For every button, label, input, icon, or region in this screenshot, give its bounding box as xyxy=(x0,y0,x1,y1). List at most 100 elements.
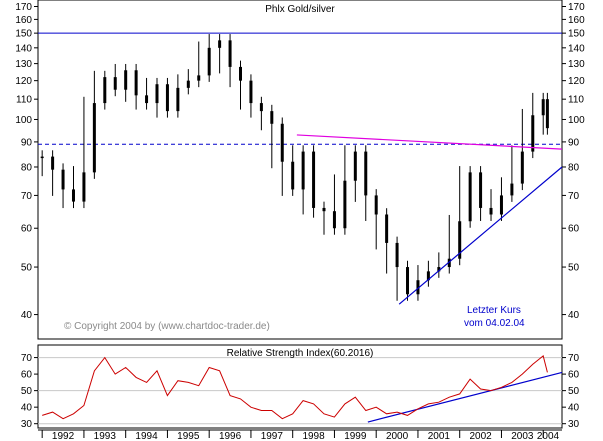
price-y-tick-label-right: 170 xyxy=(568,2,585,13)
rsi-y-tick-label-left: 50 xyxy=(21,386,33,397)
price-y-tick-label-right: 100 xyxy=(568,115,585,126)
x-axis-tick-label: 1996 xyxy=(219,431,242,441)
price-bar-body xyxy=(541,99,545,116)
last-price-label: Letzter Kurs xyxy=(467,305,521,316)
price-bar-body xyxy=(165,84,169,112)
price-y-tick-label-left: 170 xyxy=(15,2,32,13)
price-y-tick-label-left: 70 xyxy=(21,191,33,202)
price-y-tick-label-left: 140 xyxy=(15,43,32,54)
rsi-line xyxy=(42,355,548,420)
rsi-y-tick-label-right: 30 xyxy=(568,419,580,430)
price-bar-body xyxy=(499,195,503,215)
price-bar-body xyxy=(228,40,232,67)
price-y-tick-label-left: 160 xyxy=(15,15,32,26)
price-bar-body xyxy=(103,77,107,104)
rsi-y-tick-label-right: 60 xyxy=(568,370,580,381)
x-axis-tick-label: 2003 xyxy=(511,431,534,441)
x-axis: 1992 1993 1994 1995 1996 1997 1998 1999 2000 2001… xyxy=(38,429,562,441)
price-y-tick-label-right: 40 xyxy=(568,310,580,321)
copyright-notice: © Copyright 2004 by (www.chartdoc-trader… xyxy=(64,321,270,332)
price-bar-body xyxy=(40,156,44,159)
price-bar-body xyxy=(197,75,201,81)
price-bar-body xyxy=(520,151,524,184)
price-bar-body xyxy=(312,151,316,208)
price-bar-body xyxy=(385,214,389,243)
price-bar-body xyxy=(322,207,326,212)
descending-trendline xyxy=(296,134,563,150)
price-bar-body xyxy=(124,70,128,90)
x-axis-tick-label: 1998 xyxy=(302,431,325,441)
price-bar-body xyxy=(468,172,472,222)
price-bar-body xyxy=(155,84,159,104)
price-y-tick-label-left: 130 xyxy=(15,59,32,70)
price-bar-body xyxy=(218,40,222,48)
price-y-tick-label-left: 40 xyxy=(21,310,33,321)
price-bar-body xyxy=(406,267,410,295)
price-bar-body xyxy=(113,77,117,90)
rsi-panel: 30 30 40 40 50 50 60 60 70 70 xyxy=(21,353,580,430)
x-axis-tick-label: 1993 xyxy=(94,431,117,441)
price-y-tick-label-right: 110 xyxy=(568,95,584,106)
price-bar-body xyxy=(134,70,138,96)
price-y-tick-label-right: 80 xyxy=(568,162,580,173)
price-y-tick-label-left: 120 xyxy=(15,76,32,87)
price-bar-body xyxy=(145,95,149,104)
price-y-tick-label-right: 130 xyxy=(568,59,585,70)
price-bar-body xyxy=(395,242,399,268)
price-y-tick-label-right: 160 xyxy=(568,15,585,26)
price-bar-body xyxy=(207,47,211,76)
price-bar-body xyxy=(280,123,284,162)
price-bar-body xyxy=(71,189,75,202)
x-axis-tick-label: 2004 xyxy=(537,431,560,441)
price-bar-body xyxy=(545,99,549,129)
x-axis-tick-label: 2000 xyxy=(386,431,409,441)
price-panel: 40 40 50 50 60 60 70 70 80 80 90 90 100 100 110 110 120 1… xyxy=(15,2,585,321)
rsi-y-tick-label-left: 40 xyxy=(21,403,33,414)
price-bar-body xyxy=(458,221,462,259)
price-y-tick-label-left: 100 xyxy=(15,115,32,126)
price-bar-body xyxy=(364,151,368,196)
x-axis-tick-label: 1999 xyxy=(344,431,367,441)
price-panel-frame xyxy=(37,0,563,340)
x-axis-tick-label: 2001 xyxy=(428,431,451,441)
last-price-date: vom 04.02.04 xyxy=(464,318,525,329)
rsi-title: Relative Strength Index(60.2016) xyxy=(227,348,374,359)
price-y-tick-label-right: 150 xyxy=(568,29,585,40)
price-bar-body xyxy=(332,211,336,229)
rsi-panel-frame xyxy=(37,344,563,429)
price-y-tick-label-right: 90 xyxy=(568,137,580,148)
x-axis-tick-label: 1997 xyxy=(261,431,284,441)
price-y-tick-label-left: 150 xyxy=(15,29,32,40)
rsi-y-tick-label-right: 50 xyxy=(568,386,580,397)
price-bar-body xyxy=(249,80,253,104)
price-bar-body xyxy=(82,172,86,202)
price-bar-body xyxy=(186,80,190,88)
price-bar-body xyxy=(291,161,295,190)
rsi-y-tick-label-right: 40 xyxy=(568,403,580,414)
price-bar-body xyxy=(437,267,441,272)
price-bar-body xyxy=(343,180,347,229)
price-bar-body xyxy=(353,151,357,181)
x-axis-tick-label: 1992 xyxy=(52,431,75,441)
ascending-trendline xyxy=(398,166,563,305)
rsi-y-tick-label-right: 70 xyxy=(568,353,580,364)
price-chart-title: Phlx Gold/silver xyxy=(265,4,335,15)
price-bar-body xyxy=(51,156,55,170)
x-axis-tick-label: 2002 xyxy=(469,431,492,441)
price-bar-body xyxy=(301,151,305,190)
price-bar-body xyxy=(61,169,65,190)
price-bar-body xyxy=(447,258,451,268)
price-bar-body xyxy=(176,87,180,112)
price-bar-body xyxy=(416,280,420,295)
price-bar-body xyxy=(531,115,535,152)
price-y-tick-label-right: 120 xyxy=(568,76,585,87)
x-axis-tick-label: 1994 xyxy=(135,431,158,441)
price-bar-body xyxy=(270,111,274,124)
price-y-tick-label-right: 140 xyxy=(568,43,585,54)
rsi-y-tick-label-left: 70 xyxy=(21,353,33,364)
price-bar-body xyxy=(259,103,263,112)
price-y-tick-label-left: 110 xyxy=(16,95,32,106)
price-y-tick-label-left: 50 xyxy=(21,263,33,274)
price-bar-body xyxy=(489,207,493,215)
